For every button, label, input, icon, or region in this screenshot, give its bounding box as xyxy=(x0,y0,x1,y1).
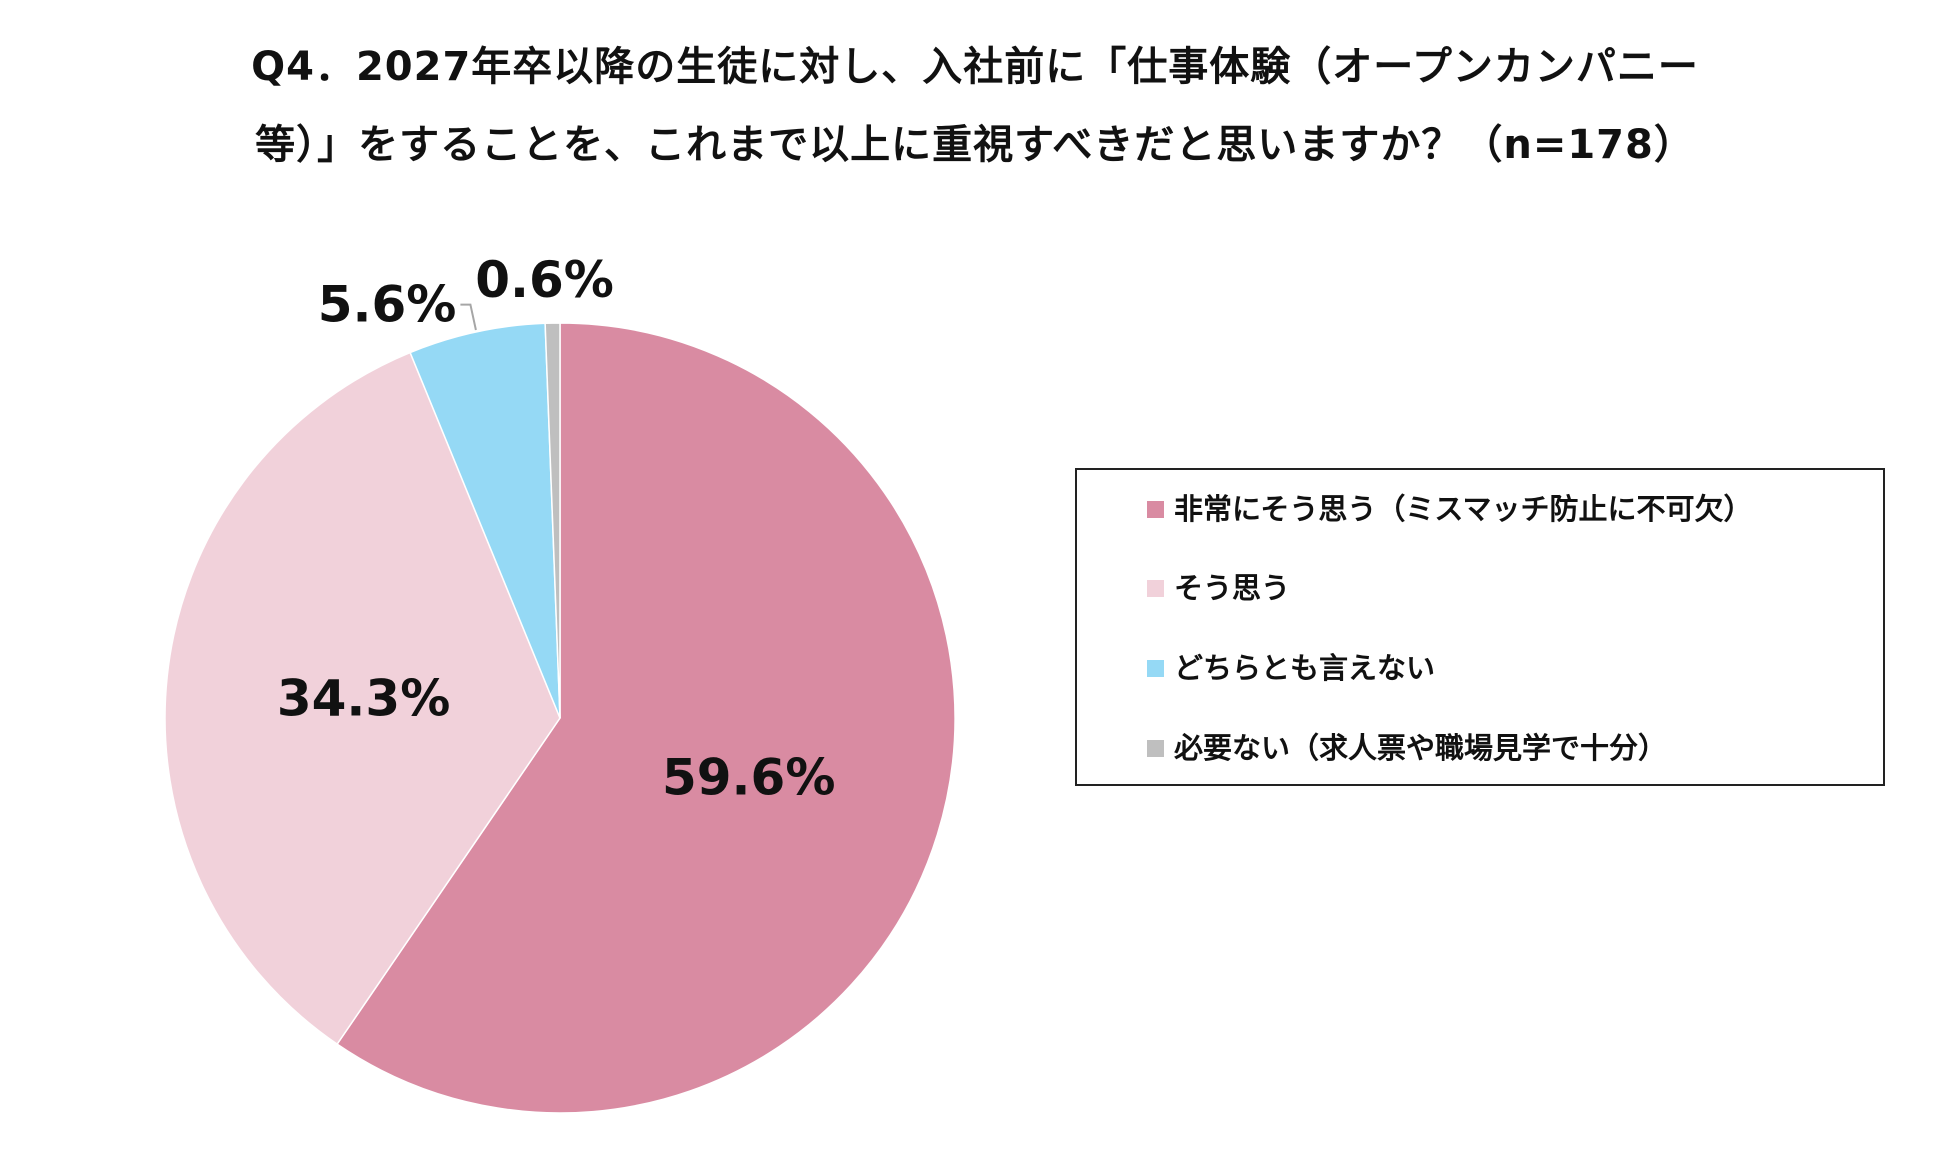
chart-title-line-2: 等）」をすることを、これまで以上に重視すべきだと思いますか？（n=178） xyxy=(255,122,1695,168)
pie-slice-neutral xyxy=(409,322,561,719)
legend-label-very-agree: 非常にそう思う（ミスマッチ防止に不可欠） xyxy=(1174,492,1753,526)
chart-title: Q4．2027年卒以降の生徒に対し、入社前に「仕事体験（オープンカンパニー 等）… xyxy=(0,28,1950,184)
pie-slice-agree xyxy=(164,351,561,1046)
data-label-very-agree: 59.6% xyxy=(662,748,835,806)
legend-swatch-very-agree xyxy=(1147,500,1164,518)
legend-label-neutral: どちらとも言えない xyxy=(1174,651,1436,685)
legend-item-not-needed: 必要ない（求人票や職場見学で十分） xyxy=(1147,728,1667,768)
pie-slice-very-agree xyxy=(336,322,956,1114)
legend-item-neutral: どちらとも言えない xyxy=(1147,648,1435,688)
leader-line-neutral xyxy=(460,303,477,331)
chart-legend: 非常にそう思う（ミスマッチ防止に不可欠） そう思う どちらとも言えない 必要ない… xyxy=(1075,468,1885,786)
chart-title-line-1: Q4．2027年卒以降の生徒に対し、入社前に「仕事体験（オープンカンパニー xyxy=(251,44,1699,90)
data-label-agree: 34.3% xyxy=(277,669,450,727)
legend-swatch-not-needed xyxy=(1147,739,1164,757)
legend-item-very-agree: 非常にそう思う（ミスマッチ防止に不可欠） xyxy=(1147,489,1753,529)
legend-label-not-needed: 必要ない（求人票や職場見学で十分） xyxy=(1174,731,1668,765)
data-label-neutral: 5.6% xyxy=(318,276,457,334)
legend-label-agree: そう思う xyxy=(1174,571,1291,605)
legend-swatch-neutral xyxy=(1147,659,1164,677)
data-label-not-needed: 0.6% xyxy=(475,251,614,309)
pie-slice-not-needed xyxy=(544,322,561,719)
legend-swatch-agree xyxy=(1147,579,1164,597)
legend-item-agree: そう思う xyxy=(1147,568,1290,608)
